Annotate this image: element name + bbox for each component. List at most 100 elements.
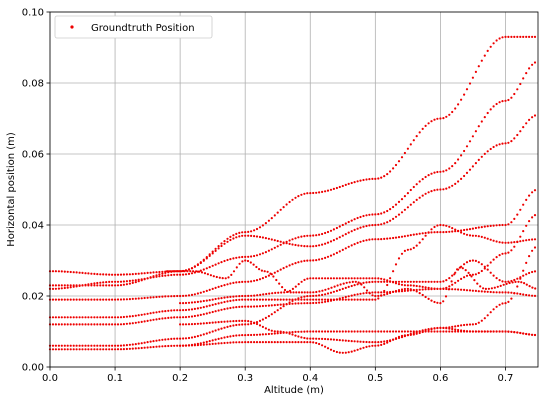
data-point [525, 332, 528, 336]
data-point [261, 341, 264, 344]
data-point [261, 252, 264, 255]
data-point [211, 303, 214, 306]
data-point [326, 189, 330, 192]
data-point [371, 280, 374, 283]
data-point [465, 289, 469, 292]
data-point [116, 316, 120, 319]
data-point [241, 294, 244, 298]
data-point [54, 323, 58, 326]
data-point [288, 239, 291, 242]
data-point [214, 297, 217, 301]
data-point [495, 240, 498, 243]
data-point [276, 332, 279, 335]
data-point [54, 298, 58, 301]
data-point [217, 328, 220, 331]
data-point [87, 323, 90, 326]
data-point [486, 264, 489, 267]
data-point [389, 208, 392, 211]
data-point [465, 274, 469, 277]
data-point [193, 301, 196, 304]
data-point [69, 344, 72, 347]
data-point [430, 330, 433, 333]
data-point [267, 274, 270, 277]
data-point [263, 270, 266, 273]
data-point [164, 310, 167, 313]
data-point [368, 281, 371, 284]
data-point [436, 188, 439, 191]
data-point [490, 287, 493, 290]
data-point [454, 107, 457, 110]
data-point [208, 321, 211, 324]
data-point [270, 329, 273, 332]
data-point [78, 344, 81, 347]
data-point [315, 277, 318, 280]
data-point [427, 297, 430, 300]
data-point [253, 341, 256, 344]
data-point [389, 290, 392, 294]
data-point [297, 283, 300, 286]
data-point [235, 306, 238, 309]
data-point [223, 336, 226, 339]
data-point [247, 341, 250, 344]
data-point [324, 337, 327, 341]
data-point [258, 253, 262, 256]
data-point [477, 321, 480, 324]
data-point [57, 298, 61, 301]
data-point [267, 219, 270, 222]
data-point [297, 261, 300, 264]
x-tick-label: 0.6 [432, 373, 448, 384]
data-point [341, 223, 344, 227]
data-point [297, 341, 300, 344]
data-point [128, 347, 131, 350]
data-point [507, 280, 510, 283]
data-point [235, 232, 238, 235]
data-point [312, 291, 315, 294]
data-point [531, 294, 534, 297]
data-point [409, 248, 412, 251]
data-point [167, 344, 170, 348]
data-point [460, 229, 463, 232]
data-point [306, 337, 309, 340]
data-point [353, 228, 356, 231]
x-tick-label: 0.1 [107, 373, 123, 384]
data-point [137, 347, 140, 350]
data-point [81, 298, 84, 301]
data-point [318, 191, 321, 194]
data-point [288, 301, 291, 304]
data-point [99, 298, 102, 301]
data-point [258, 235, 262, 239]
data-point [119, 298, 123, 301]
data-point [389, 277, 392, 280]
data-point [332, 349, 335, 353]
data-point [513, 217, 516, 220]
data-point [205, 343, 208, 346]
data-point [362, 340, 365, 343]
data-point [492, 291, 495, 294]
data-point [439, 117, 442, 120]
data-point [412, 201, 415, 204]
data-point [365, 298, 368, 301]
data-point [350, 298, 353, 301]
data-point [528, 220, 531, 223]
data-point [277, 291, 280, 294]
data-point [229, 341, 232, 344]
data-point [60, 348, 63, 351]
data-point [177, 270, 180, 273]
data-point [383, 175, 386, 178]
data-point [66, 286, 69, 289]
data-point [220, 242, 223, 245]
data-point [167, 295, 170, 298]
data-point [329, 240, 333, 243]
data-point [516, 277, 519, 280]
data-point [111, 280, 114, 283]
data-point [480, 226, 483, 229]
data-point [504, 291, 507, 294]
data-point [471, 135, 474, 138]
data-point [318, 301, 321, 304]
data-point [116, 323, 120, 326]
data-point [463, 232, 466, 235]
data-point [430, 172, 433, 175]
data-point [190, 315, 194, 318]
data-point [321, 293, 324, 296]
data-point [389, 219, 392, 222]
